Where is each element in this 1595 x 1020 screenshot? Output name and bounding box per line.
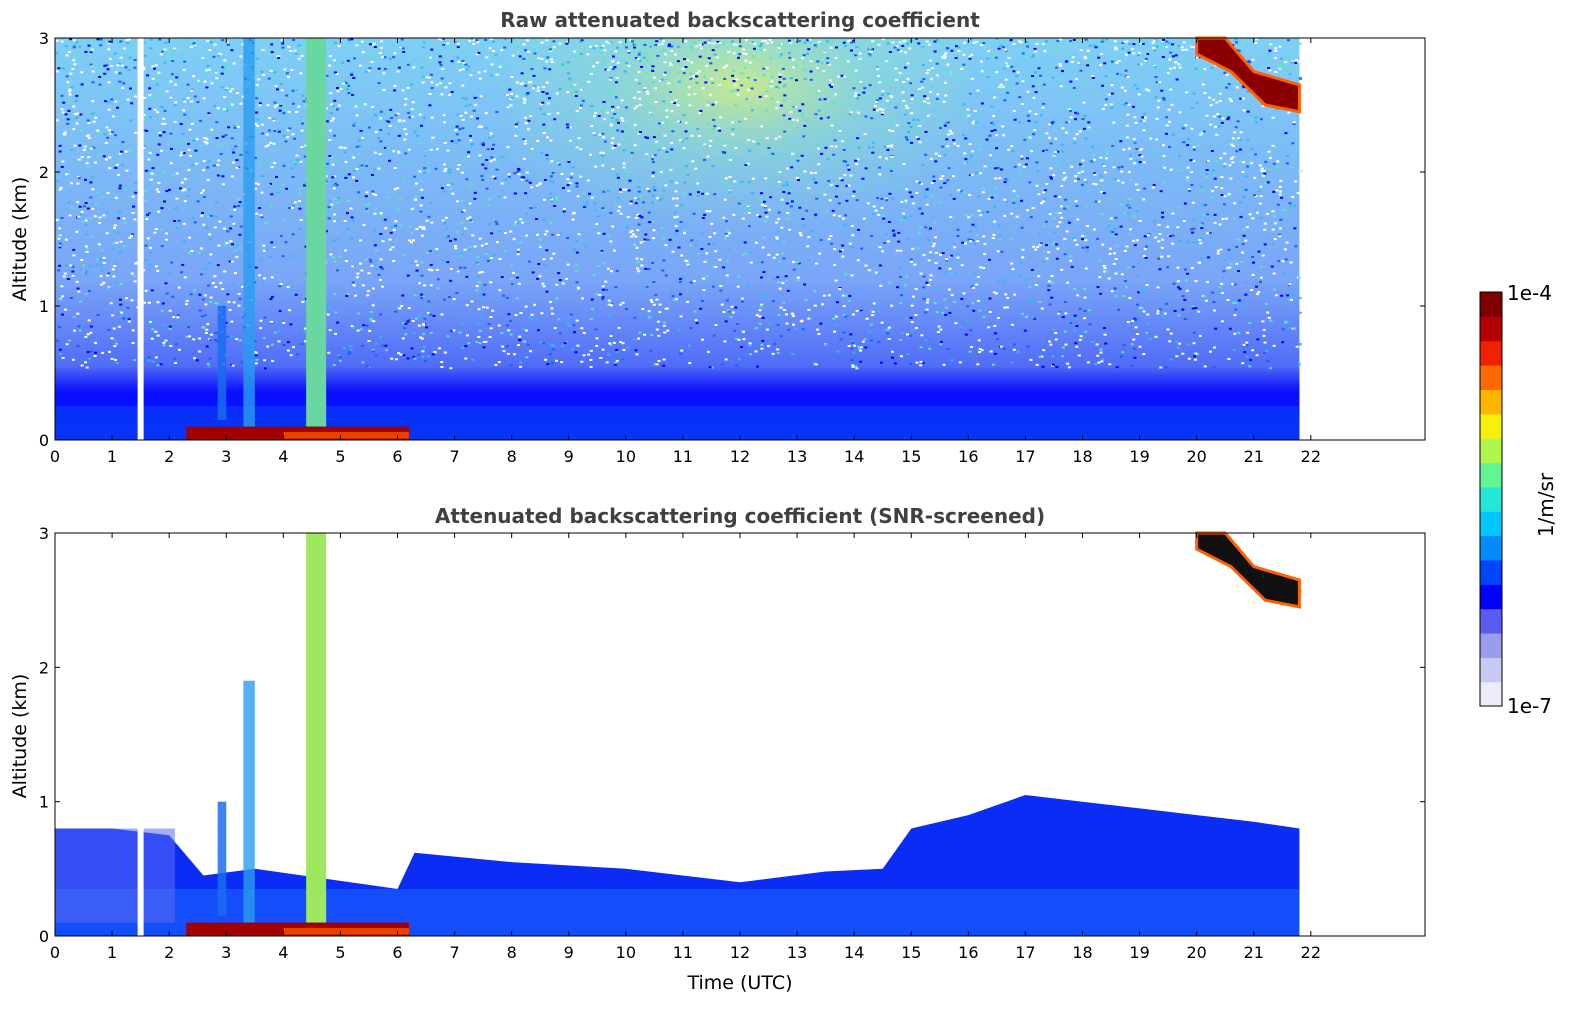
high-cloud bbox=[1195, 531, 1301, 609]
x-tick-label: 6 bbox=[392, 943, 402, 962]
colorbar: 1e-4 1e-7 1/m/sr bbox=[1479, 281, 1558, 718]
raw-x-axis: 0 1 2 3 4 5 6 7 8 9 10 11 12 13 14 15 16 17 18 19 20 21 22 bbox=[50, 38, 1321, 466]
x-tick-label: 19 bbox=[1129, 447, 1149, 466]
x-tick-label: 0 bbox=[50, 943, 60, 962]
x-tick-label: 3 bbox=[221, 943, 231, 962]
x-tick-label: 4 bbox=[278, 447, 288, 466]
x-tick-label: 11 bbox=[673, 447, 693, 466]
screened-x-axis: 0 1 2 3 4 5 6 7 8 9 10 11 12 13 14 15 16 17 18 19 20 21 22 bbox=[50, 533, 1321, 962]
x-tick-label: 7 bbox=[449, 943, 459, 962]
y-tick-label: 1 bbox=[39, 793, 49, 812]
colorbar-band bbox=[1480, 292, 1502, 317]
x-tick-label: 10 bbox=[616, 447, 636, 466]
data-gap bbox=[137, 533, 144, 936]
y-tick-label: 0 bbox=[39, 927, 49, 946]
y-tick-label: 0 bbox=[39, 431, 49, 450]
x-tick-label: 17 bbox=[1015, 447, 1035, 466]
colorbar-band bbox=[1480, 608, 1502, 634]
x-tick-label: 17 bbox=[1015, 943, 1035, 962]
x-tick-label: 15 bbox=[901, 447, 921, 466]
x-tick-label: 16 bbox=[958, 943, 978, 962]
x-tick-label: 3 bbox=[221, 447, 231, 466]
screened-heatmap bbox=[55, 531, 1301, 936]
x-tick-label: 19 bbox=[1129, 943, 1149, 962]
x-tick-label: 11 bbox=[673, 943, 693, 962]
high-cloud bbox=[1195, 36, 1301, 114]
x-tick-label: 1 bbox=[107, 943, 117, 962]
colorbar-bands bbox=[1480, 292, 1502, 707]
x-tick-label: 13 bbox=[787, 943, 807, 962]
y-tick-label: 2 bbox=[39, 658, 49, 677]
x-tick-label: 10 bbox=[616, 943, 636, 962]
x-tick-label: 13 bbox=[787, 447, 807, 466]
x-tick-label: 15 bbox=[901, 943, 921, 962]
raw-heatmap bbox=[55, 36, 1303, 440]
colorbar-max-label: 1e-4 bbox=[1507, 281, 1552, 305]
raw-y-axis-label: Altitude (km) bbox=[9, 177, 31, 302]
colorbar-band bbox=[1480, 559, 1502, 585]
colorbar-min-label: 1e-7 bbox=[1507, 694, 1552, 718]
x-tick-label: 18 bbox=[1072, 943, 1092, 962]
screened-panel-title: Attenuated backscattering coefficient (S… bbox=[435, 504, 1045, 528]
x-tick-label: 8 bbox=[507, 447, 517, 466]
aerosol-plume bbox=[306, 533, 327, 923]
x-tick-label: 5 bbox=[335, 447, 345, 466]
x-tick-label: 18 bbox=[1072, 447, 1092, 466]
x-tick-label: 0 bbox=[50, 447, 60, 466]
x-tick-label: 22 bbox=[1301, 943, 1321, 962]
colorbar-frame bbox=[1479, 291, 1503, 707]
x-tick-label: 8 bbox=[507, 943, 517, 962]
raw-panel-title: Raw attenuated backscattering coefficien… bbox=[500, 8, 980, 32]
screened-y-axis: 0 1 2 3 bbox=[39, 524, 1425, 946]
colorbar-band bbox=[1480, 584, 1502, 610]
x-tick-label: 22 bbox=[1301, 447, 1321, 466]
raw-y-axis: 0 1 2 3 bbox=[39, 29, 1425, 450]
x-tick-label: 4 bbox=[278, 943, 288, 962]
x-tick-label: 20 bbox=[1186, 943, 1206, 962]
x-tick-label: 20 bbox=[1186, 447, 1206, 466]
raw-daylight-noise bbox=[511, 38, 969, 280]
colorbar-band bbox=[1480, 438, 1502, 464]
data-gap bbox=[137, 38, 144, 440]
x-tick-label: 5 bbox=[335, 943, 345, 962]
colorbar-band bbox=[1480, 413, 1502, 439]
x-tick-label: 2 bbox=[164, 447, 174, 466]
colorbar-band bbox=[1480, 657, 1502, 683]
x-tick-label: 12 bbox=[730, 943, 750, 962]
y-tick-label: 3 bbox=[39, 524, 49, 543]
x-tick-label: 14 bbox=[844, 943, 864, 962]
aerosol-plume bbox=[306, 38, 327, 427]
colorbar-band bbox=[1480, 511, 1502, 537]
x-tick-label: 9 bbox=[564, 943, 574, 962]
x-tick-label: 6 bbox=[392, 447, 402, 466]
colorbar-band bbox=[1480, 462, 1502, 488]
raw-panel: Raw attenuated backscattering coefficien… bbox=[9, 8, 1426, 466]
colorbar-band bbox=[1480, 340, 1502, 366]
y-tick-label: 3 bbox=[39, 29, 49, 48]
screened-panel: Attenuated backscattering coefficient (S… bbox=[9, 504, 1426, 994]
colorbar-band bbox=[1480, 681, 1502, 707]
colorbar-band bbox=[1480, 535, 1502, 561]
colorbar-band bbox=[1480, 316, 1502, 342]
y-tick-label: 2 bbox=[39, 163, 49, 182]
time-axis-label: Time (UTC) bbox=[686, 972, 792, 994]
raw-noise-speckle bbox=[55, 38, 1303, 370]
colorbar-band bbox=[1480, 632, 1502, 658]
colorbar-band bbox=[1480, 389, 1502, 415]
screened-y-axis-label: Altitude (km) bbox=[9, 674, 31, 799]
colorbar-band bbox=[1480, 365, 1502, 391]
x-tick-label: 16 bbox=[958, 447, 978, 466]
x-tick-label: 9 bbox=[564, 447, 574, 466]
x-tick-label: 12 bbox=[730, 447, 750, 466]
y-tick-label: 1 bbox=[39, 297, 49, 316]
colorbar-band bbox=[1480, 486, 1502, 512]
x-tick-label: 21 bbox=[1244, 943, 1264, 962]
x-tick-label: 14 bbox=[844, 447, 864, 466]
x-tick-label: 21 bbox=[1244, 447, 1264, 466]
x-tick-label: 7 bbox=[449, 447, 459, 466]
colorbar-unit-label: 1/m/sr bbox=[1534, 472, 1558, 537]
x-tick-label: 1 bbox=[107, 447, 117, 466]
x-tick-label: 2 bbox=[164, 943, 174, 962]
